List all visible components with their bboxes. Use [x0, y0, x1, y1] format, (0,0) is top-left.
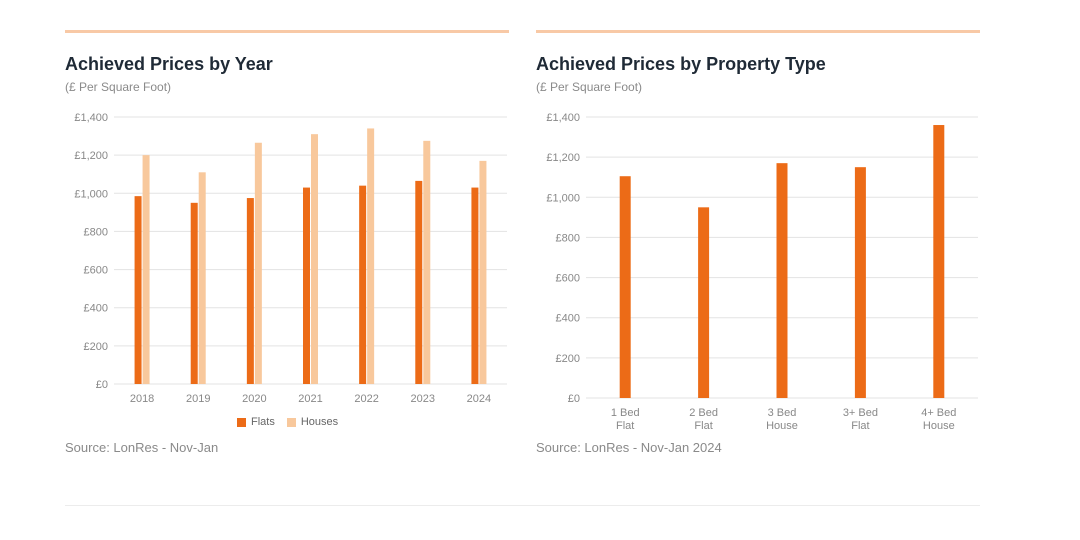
x-tick-label: 2021 — [298, 393, 322, 405]
x-tick-label: 4+ Bed — [921, 407, 956, 419]
x-tick-label: 2020 — [242, 393, 266, 405]
bar — [698, 207, 710, 398]
bar-houses — [479, 160, 487, 384]
bar — [854, 167, 866, 398]
bar-houses — [367, 128, 375, 384]
chart-title: Achieved Prices by Property Type — [536, 54, 826, 74]
x-tick-label: 3 Bed — [768, 407, 797, 419]
y-tick-label: £400 — [84, 303, 108, 315]
bar-flats — [246, 198, 254, 384]
x-tick-label: House — [923, 420, 955, 432]
chart-panel-by-year: Achieved Prices by Year (£ Per Square Fo… — [65, 30, 509, 470]
chart-panel-by-type: Achieved Prices by Property Type (£ Per … — [536, 30, 980, 470]
bar-houses — [311, 134, 318, 384]
legend-label-flats: Flats — [251, 416, 275, 428]
y-tick-label: £200 — [84, 341, 108, 353]
bar-flats — [415, 180, 423, 384]
bar-flats — [190, 202, 198, 384]
y-tick-label: £0 — [568, 393, 580, 405]
x-tick-label: 1 Bed — [611, 407, 640, 419]
bar — [619, 176, 631, 398]
y-tick-label: £600 — [84, 265, 108, 277]
legend-item-houses: Houses — [286, 416, 339, 428]
legend-label-houses: Houses — [300, 416, 339, 428]
x-tick-label: 2 Bed — [689, 407, 718, 419]
y-tick-label: £1,200 — [546, 152, 580, 164]
bottom-divider — [65, 505, 980, 506]
chart-source: Source: LonRes - Nov-Jan — [65, 440, 219, 455]
x-tick-label: Flat — [694, 420, 712, 432]
y-tick-label: £400 — [556, 313, 580, 325]
y-tick-label: £1,400 — [546, 112, 580, 124]
x-tick-label: 2024 — [467, 393, 491, 405]
chart-legend: Flats Houses — [237, 416, 350, 428]
y-tick-label: £1,000 — [546, 192, 580, 204]
bar-houses — [142, 155, 150, 384]
bar-flats — [359, 185, 367, 384]
chart-subtitle: (£ Per Square Foot) — [536, 80, 643, 94]
x-tick-label: Flat — [851, 420, 869, 432]
bar-flats — [134, 196, 142, 384]
chart-title: Achieved Prices by Year — [65, 54, 273, 74]
y-tick-label: £800 — [556, 232, 580, 244]
x-tick-label: 3+ Bed — [843, 407, 878, 419]
x-tick-label: 2018 — [130, 393, 154, 405]
legend-swatch-flats — [237, 417, 246, 427]
y-tick-label: £0 — [96, 379, 108, 391]
legend-swatch-houses — [286, 417, 296, 427]
bar — [776, 163, 788, 398]
x-tick-label: House — [766, 420, 798, 432]
bar-flats — [471, 187, 479, 384]
bar-chart-by-type: £0 £200 £400 £600 £800 £1,000 £1,200 £1,400 1 Be… — [546, 112, 978, 432]
x-tick-label: 2019 — [186, 393, 210, 405]
x-tick-label: 2023 — [411, 393, 435, 405]
legend-item-flats: Flats — [237, 416, 275, 428]
panel-top-rule — [65, 30, 509, 33]
x-tick-label: 2022 — [354, 393, 378, 405]
y-tick-label: £200 — [556, 353, 580, 365]
y-tick-label: £600 — [556, 273, 580, 285]
bar-flats — [303, 187, 310, 384]
y-tick-label: £800 — [84, 226, 108, 238]
bar-houses — [254, 142, 262, 384]
y-tick-label: £1,200 — [74, 150, 108, 162]
panel-top-rule — [536, 30, 980, 33]
bar-chart-by-year: £0 £200 £400 £600 £800 £1,000 £1,200 £1,400 2018… — [74, 112, 507, 405]
bar-houses — [423, 140, 431, 384]
chart-subtitle: (£ Per Square Foot) — [65, 80, 172, 94]
chart-source: Source: LonRes - Nov-Jan 2024 — [536, 440, 722, 455]
y-tick-label: £1,000 — [74, 188, 108, 200]
y-tick-label: £1,400 — [74, 112, 108, 124]
bar-houses — [198, 172, 206, 384]
bar — [933, 125, 945, 399]
x-tick-label: Flat — [616, 420, 634, 432]
